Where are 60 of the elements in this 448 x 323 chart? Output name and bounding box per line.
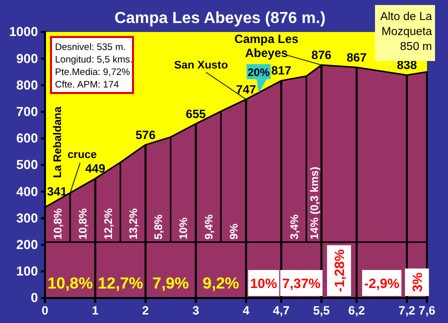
- annotation: -2,9%: [364, 276, 400, 291]
- annotation: 10,8%: [78, 208, 90, 240]
- annotation: San Xusto: [174, 59, 228, 72]
- x-tick-label: 5,5: [313, 304, 330, 318]
- y-tick-label: 400: [16, 184, 38, 199]
- annotation: Longitud: 5,5 kms.: [55, 54, 133, 66]
- x-tick-label: 0: [42, 304, 49, 318]
- annotation: 14% (0,3 kms): [308, 166, 321, 240]
- data-label: 876: [311, 48, 332, 62]
- chart-title: Campa Les Abeyes (876 m.): [114, 10, 326, 27]
- x-tick-label: 7,6: [418, 304, 436, 318]
- y-tick-label: 700: [16, 104, 38, 119]
- annotation: 7,9%: [152, 276, 189, 293]
- x-tick-label: 6,2: [348, 304, 366, 318]
- x-tick-label: 4,7: [272, 304, 290, 318]
- annotation: 12,2%: [102, 208, 115, 240]
- y-tick-label: 800: [16, 77, 38, 92]
- y-tick-label: 500: [16, 157, 38, 172]
- data-label: 655: [186, 106, 206, 121]
- annotation: 3,4%: [288, 214, 301, 240]
- data-label: 817: [271, 64, 292, 78]
- annotation: 20%: [248, 67, 270, 80]
- annotation: 9,4%: [203, 214, 216, 240]
- annotation: 3%: [410, 272, 425, 292]
- data-label: 449: [85, 162, 106, 176]
- annotation: Alto de La Mozqueta 850 m: [380, 11, 433, 53]
- annotation: Pte.Media: 9,72%: [55, 67, 131, 78]
- y-tick-label: 0: [30, 290, 38, 306]
- annotation: Campa Les Abeyes: [234, 32, 299, 60]
- annotation: 7,37%: [282, 276, 320, 291]
- x-tick-label: 3: [192, 304, 200, 318]
- annotation: 12,7%: [98, 276, 144, 293]
- data-label: 576: [136, 128, 156, 142]
- annotation: 10,8%: [47, 276, 93, 293]
- y-tick-label: 300: [16, 210, 38, 226]
- annotation: 10%: [178, 217, 190, 240]
- annotation: -1,28%: [332, 249, 348, 292]
- y-tick-label: 200: [16, 236, 38, 252]
- data-label: 747: [236, 82, 256, 96]
- annotation: Cfte. APM: 174: [55, 80, 119, 90]
- x-tick-label: 1: [92, 304, 99, 318]
- annotation: 9%: [228, 223, 240, 240]
- y-tick-label: 1000: [9, 24, 38, 40]
- annotation: 9,2%: [202, 276, 240, 293]
- y-tick-label: 600: [16, 130, 38, 146]
- data-label: 341: [47, 184, 68, 198]
- y-tick-label: 900: [16, 50, 38, 66]
- annotation: 10%: [250, 276, 278, 291]
- x-tick-label: 7,2: [398, 304, 416, 318]
- x-tick-label: 2: [142, 304, 150, 318]
- y-tick-label: 100: [16, 264, 38, 279]
- annotation: 13,2%: [128, 208, 140, 240]
- annotation: cruce: [67, 148, 97, 161]
- annotation: 10,8%: [52, 208, 65, 240]
- data-label: 867: [346, 50, 367, 64]
- data-label: 838: [396, 58, 418, 72]
- annotation: 5,8%: [153, 214, 166, 240]
- annotation: La Rebaldana: [52, 106, 64, 178]
- x-tick-label: 4: [242, 304, 250, 318]
- annotation: Desnivel: 535 m.: [55, 42, 126, 53]
